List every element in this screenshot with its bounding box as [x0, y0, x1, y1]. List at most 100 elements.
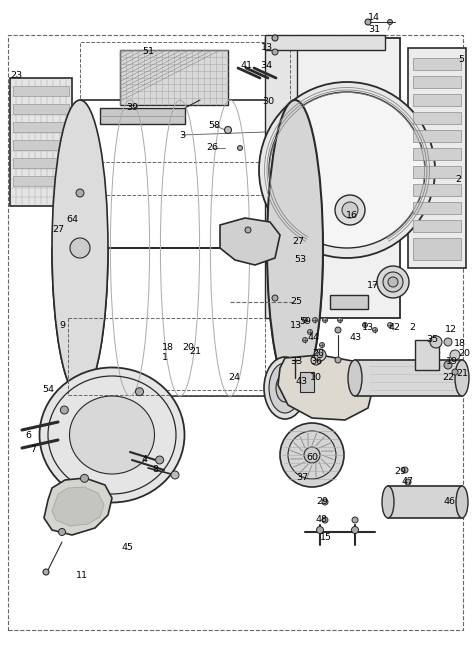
- Polygon shape: [52, 248, 323, 396]
- Text: 43: 43: [350, 334, 362, 343]
- Text: 3: 3: [179, 131, 185, 139]
- Text: 7: 7: [30, 445, 36, 455]
- Bar: [300, 372, 314, 392]
- Circle shape: [269, 92, 425, 248]
- Bar: [413, 184, 461, 196]
- Ellipse shape: [267, 100, 323, 396]
- Ellipse shape: [39, 368, 184, 502]
- Ellipse shape: [269, 363, 301, 413]
- Text: 17: 17: [367, 281, 379, 290]
- Circle shape: [444, 338, 452, 346]
- Circle shape: [43, 569, 49, 575]
- Circle shape: [352, 526, 358, 534]
- Circle shape: [373, 328, 377, 332]
- Bar: [120, 50, 228, 105]
- Text: 19: 19: [446, 358, 458, 366]
- Bar: [330, 295, 368, 309]
- Text: 24: 24: [228, 373, 240, 383]
- Text: 4: 4: [142, 455, 148, 464]
- Ellipse shape: [456, 486, 468, 518]
- Circle shape: [155, 456, 164, 464]
- Bar: [265, 38, 297, 318]
- Text: 11: 11: [76, 570, 88, 579]
- Text: 9: 9: [59, 320, 65, 330]
- Bar: [295, 38, 400, 318]
- Text: 18: 18: [162, 343, 174, 353]
- Bar: [413, 238, 461, 260]
- Text: 13: 13: [261, 44, 273, 52]
- Text: 25: 25: [290, 298, 302, 307]
- Bar: [13, 104, 69, 114]
- Polygon shape: [220, 218, 280, 265]
- Text: 21: 21: [456, 368, 468, 377]
- Circle shape: [388, 322, 392, 328]
- Polygon shape: [44, 478, 112, 535]
- Bar: [80, 42, 290, 162]
- Ellipse shape: [348, 360, 362, 396]
- Circle shape: [70, 238, 90, 258]
- Text: 44: 44: [308, 334, 320, 343]
- Circle shape: [383, 272, 403, 292]
- Text: 18: 18: [454, 339, 466, 349]
- Circle shape: [272, 49, 278, 55]
- Bar: [13, 122, 69, 132]
- Bar: [413, 202, 461, 214]
- Bar: [413, 94, 461, 106]
- Bar: [413, 58, 461, 70]
- Text: 13: 13: [290, 320, 302, 330]
- Text: 59: 59: [299, 317, 311, 326]
- Circle shape: [302, 317, 308, 322]
- Ellipse shape: [70, 396, 155, 474]
- Text: 20: 20: [182, 343, 194, 353]
- Circle shape: [304, 447, 320, 463]
- Bar: [413, 112, 461, 124]
- Circle shape: [335, 195, 365, 225]
- Circle shape: [302, 337, 308, 343]
- Bar: [13, 176, 69, 186]
- Text: 23: 23: [10, 71, 22, 80]
- Text: 10: 10: [310, 373, 322, 383]
- Text: 26: 26: [206, 143, 218, 152]
- Text: 34: 34: [260, 61, 272, 69]
- Text: 41: 41: [241, 61, 253, 69]
- Circle shape: [58, 528, 65, 536]
- Circle shape: [280, 423, 344, 487]
- Text: 2: 2: [409, 324, 415, 332]
- Polygon shape: [52, 487, 104, 526]
- Circle shape: [60, 406, 68, 414]
- Text: 29: 29: [394, 468, 406, 477]
- Ellipse shape: [276, 374, 294, 402]
- Bar: [100, 108, 185, 124]
- Text: 45: 45: [122, 543, 134, 553]
- Text: 58: 58: [208, 120, 220, 129]
- Circle shape: [388, 20, 392, 24]
- Circle shape: [452, 369, 458, 375]
- Circle shape: [317, 352, 323, 358]
- Circle shape: [76, 189, 84, 197]
- Circle shape: [237, 145, 243, 150]
- Text: 33: 33: [290, 358, 302, 366]
- Circle shape: [444, 361, 452, 369]
- Text: 20: 20: [458, 349, 470, 358]
- Circle shape: [225, 126, 231, 133]
- Polygon shape: [278, 355, 375, 420]
- Bar: [413, 220, 461, 232]
- Circle shape: [81, 474, 89, 482]
- Bar: [10, 78, 72, 206]
- Text: 27: 27: [52, 226, 64, 235]
- Bar: [388, 486, 462, 518]
- Circle shape: [322, 499, 328, 505]
- Bar: [13, 86, 69, 96]
- Ellipse shape: [455, 360, 469, 396]
- Circle shape: [352, 517, 358, 523]
- Text: 20: 20: [312, 349, 324, 358]
- Circle shape: [342, 202, 358, 218]
- Text: 29: 29: [316, 498, 328, 506]
- Text: 46: 46: [444, 498, 456, 506]
- Bar: [355, 360, 462, 396]
- Bar: [415, 340, 439, 370]
- Circle shape: [388, 277, 398, 287]
- Circle shape: [337, 317, 343, 322]
- Text: 64: 64: [66, 216, 78, 224]
- Circle shape: [319, 343, 325, 347]
